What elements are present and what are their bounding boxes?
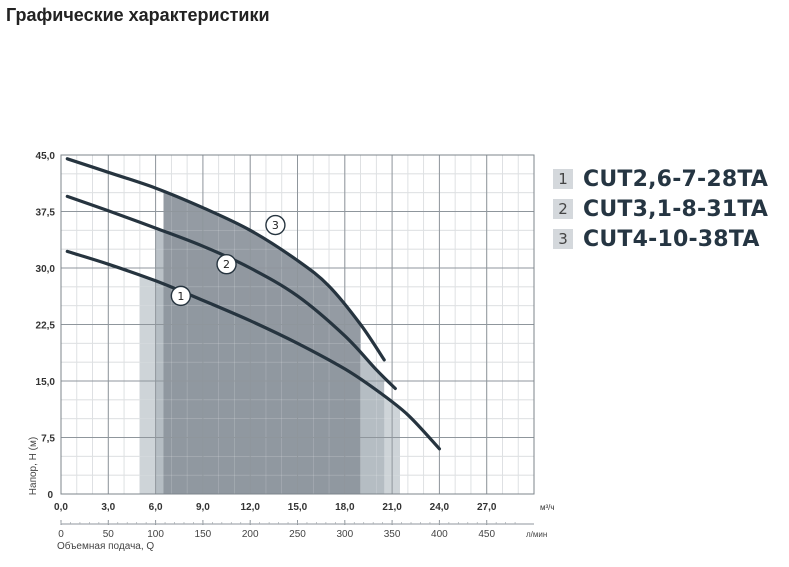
x2-tick-label: 350 [384, 529, 401, 540]
x-tick-label: 21,0 [382, 502, 402, 513]
y-tick-label: 30,0 [36, 264, 56, 275]
x-tick-label: 3,0 [101, 502, 115, 513]
x-tick-label: 0,0 [54, 502, 68, 513]
legend: 1 CUT2,6-7-28TA 2 CUT3,1-8-31TA 3 CUT4-1… [553, 166, 783, 258]
x-tick-label: 15,0 [288, 502, 308, 513]
x-tick-label: 12,0 [240, 502, 260, 513]
x2-tick-label: 450 [478, 529, 495, 540]
legend-label: CUT3,1-8-31TA [583, 196, 769, 222]
work-range-area-3 [163, 191, 361, 494]
series-marker-1 [170, 285, 192, 307]
x-axis-label: Объемная подача, Q [57, 540, 154, 552]
y-tick-label: 22,5 [36, 321, 56, 332]
legend-item-2: 2 CUT3,1-8-31TA [553, 196, 783, 222]
x2-tick-label: 50 [103, 529, 115, 540]
x-tick-label: 18,0 [335, 502, 355, 513]
y-tick-label: 37,5 [36, 208, 56, 219]
plot-frame [60, 154, 535, 495]
x-unit-label: м³/ч [540, 503, 555, 512]
y-tick-label: 15,0 [36, 377, 56, 388]
x2-tick-label: 250 [289, 529, 306, 540]
x-tick-label: 27,0 [477, 502, 497, 513]
y-axis-label: Напор, H (м) [28, 437, 39, 495]
legend-number: 2 [553, 199, 573, 219]
legend-number: 1 [553, 169, 573, 189]
legend-item-3: 3 CUT4-10-38TA [553, 226, 783, 252]
series-marker-label: 2 [223, 258, 230, 271]
x2-tick-label: 200 [242, 529, 259, 540]
y-tick-label: 0 [47, 490, 53, 501]
y-tick-label: 7,5 [41, 434, 55, 445]
series-marker-label: 1 [177, 290, 184, 303]
x2-tick-label: 100 [147, 529, 164, 540]
x-tick-label: 24,0 [430, 502, 450, 513]
series-line-3 [65, 157, 386, 362]
legend-label: CUT2,6-7-28TA [583, 166, 769, 192]
series-line-2 [65, 194, 397, 391]
page-title: Графические характеристики [6, 5, 270, 25]
legend-item-1: 1 CUT2,6-7-28TA [553, 166, 783, 192]
series-marker-3 [265, 214, 286, 236]
legend-number: 3 [553, 229, 573, 249]
series-marker-2 [216, 254, 237, 275]
series-marker-label: 3 [272, 219, 279, 232]
y-tick-label: 45,0 [36, 151, 56, 162]
legend-label: CUT4-10-38TA [583, 226, 760, 252]
x2-unit-label: л/мин [526, 530, 547, 539]
x-tick-label: 6,0 [149, 502, 163, 513]
x2-tick-label: 400 [431, 529, 448, 540]
x-tick-label: 9,0 [196, 502, 210, 513]
series-line-1 [65, 249, 441, 451]
x2-tick-label: 0 [58, 529, 64, 540]
x2-tick-label: 300 [336, 529, 353, 540]
x2-tick-label: 150 [195, 529, 212, 540]
